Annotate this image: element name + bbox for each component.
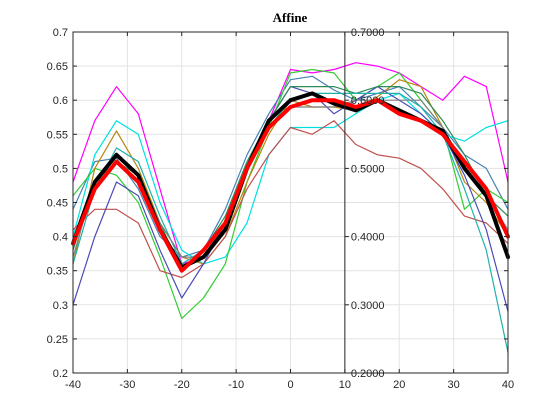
secondary-tick-label: 0.4000 [351, 232, 385, 244]
secondary-tick-label: 0.5000 [351, 163, 385, 175]
y-tick-label: 0.25 [47, 334, 68, 346]
y-tick-label: 0.65 [47, 61, 68, 73]
y-tick-label: 0.35 [47, 266, 68, 278]
x-tick-label: -20 [174, 379, 190, 391]
series-line-0 [72, 62, 509, 265]
y-tick-label: 0.2 [53, 368, 68, 380]
secondary-tick-label: 0.7000 [351, 27, 385, 39]
y-tick-label: 0.45 [47, 198, 68, 210]
y-tick-label: 0.4 [53, 232, 68, 244]
y-tick-label: 0.5 [53, 163, 68, 175]
secondary-tick-label: 0.2000 [351, 368, 385, 380]
x-tick-label: 40 [502, 379, 514, 391]
y-tick-label: 0.55 [47, 129, 68, 141]
x-tick-label: 20 [393, 379, 405, 391]
series-line-11 [71, 98, 510, 273]
x-tick-label: 10 [339, 379, 351, 391]
y-tick-label: 0.7 [53, 27, 68, 39]
secondary-tick-label: 0.3000 [351, 300, 385, 312]
x-tick-label: 30 [448, 379, 460, 391]
x-tick-label: 0 [287, 379, 293, 391]
series-line-1 [72, 75, 509, 258]
x-tick-label: -40 [65, 379, 81, 391]
y-tick-label: 0.3 [53, 300, 68, 312]
y-tick-label: 0.6 [53, 95, 68, 107]
chart-title: Affine [273, 10, 308, 25]
secondary-tick-label: 0.6000 [351, 95, 385, 107]
axes: -40 -30 -20 -10 0 10 20 30 40 0.2 0.25 0.3 0.35 0.4 0.… [47, 27, 515, 391]
x-tick-label: -30 [119, 379, 135, 391]
x-tick-label: -10 [228, 379, 244, 391]
series-line-5 [72, 120, 509, 279]
series-lines [71, 62, 510, 354]
